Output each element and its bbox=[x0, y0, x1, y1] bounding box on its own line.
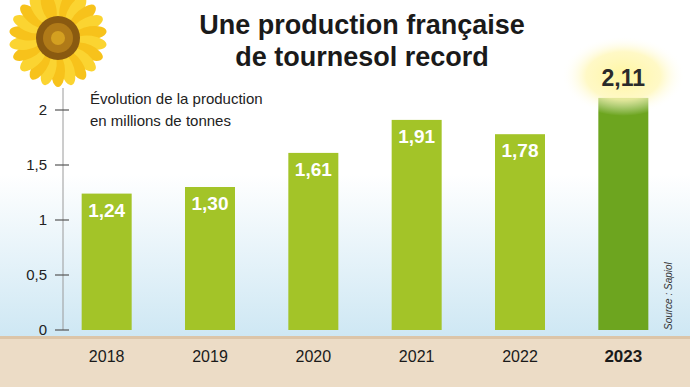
data-label: 1,78 bbox=[502, 140, 539, 161]
y-axis-line bbox=[63, 88, 64, 330]
data-label: 2,11 bbox=[602, 65, 646, 91]
data-labels: 1,24 1,30 1,61 1,91 1,78 2,11 bbox=[88, 36, 685, 221]
data-label: 1,91 bbox=[398, 126, 435, 147]
highlight-glow bbox=[561, 36, 685, 116]
ground-edge bbox=[0, 336, 690, 339]
bar bbox=[288, 153, 338, 330]
x-tick-label: 2023 bbox=[604, 347, 642, 366]
x-tick-label: 2020 bbox=[296, 348, 332, 365]
x-tick-label: 2018 bbox=[89, 348, 125, 365]
title-line: Une production française bbox=[199, 10, 525, 40]
ground bbox=[0, 336, 690, 387]
bar bbox=[598, 98, 648, 330]
title-line: de tournesol record bbox=[235, 42, 489, 72]
y-tick bbox=[55, 164, 69, 165]
subtitle-line: en millions de tonnes bbox=[90, 112, 231, 129]
y-tick-label: 2 bbox=[39, 101, 47, 118]
subtitle-line: Évolution de la production bbox=[90, 90, 263, 107]
title: Une production françaisede tournesol rec… bbox=[199, 10, 525, 72]
sunflower bbox=[9, 0, 108, 87]
bar bbox=[82, 194, 132, 330]
sunflower-core bbox=[51, 31, 65, 45]
x-tick-label: 2019 bbox=[192, 348, 228, 365]
y-tick-label: 0,5 bbox=[26, 266, 47, 283]
data-label: 1,24 bbox=[88, 200, 125, 221]
y-tick bbox=[55, 329, 69, 330]
data-label: 1,61 bbox=[295, 159, 332, 180]
subtitle: Évolution de la production en millions de… bbox=[90, 90, 263, 129]
chart: Une production françaisede tournesol rec… bbox=[0, 0, 690, 387]
background bbox=[0, 0, 690, 387]
sunflower-heart bbox=[36, 16, 80, 60]
bar bbox=[392, 120, 442, 330]
x-tick-label: 2021 bbox=[399, 348, 435, 365]
bars bbox=[82, 98, 649, 330]
data-label: 1,30 bbox=[192, 193, 229, 214]
y-tick-label: 0 bbox=[39, 321, 47, 338]
y-tick bbox=[55, 109, 69, 110]
y-tick-label: 1 bbox=[39, 211, 47, 228]
y-tick-label: 1,5 bbox=[26, 156, 47, 173]
bar bbox=[185, 187, 235, 330]
x-tick-label: 2022 bbox=[502, 348, 538, 365]
y-tick bbox=[55, 219, 69, 220]
sunflower-heart-inner bbox=[43, 23, 73, 53]
source: Source : Sapiol bbox=[663, 261, 674, 330]
y-tick bbox=[55, 274, 69, 275]
bar bbox=[495, 134, 545, 330]
